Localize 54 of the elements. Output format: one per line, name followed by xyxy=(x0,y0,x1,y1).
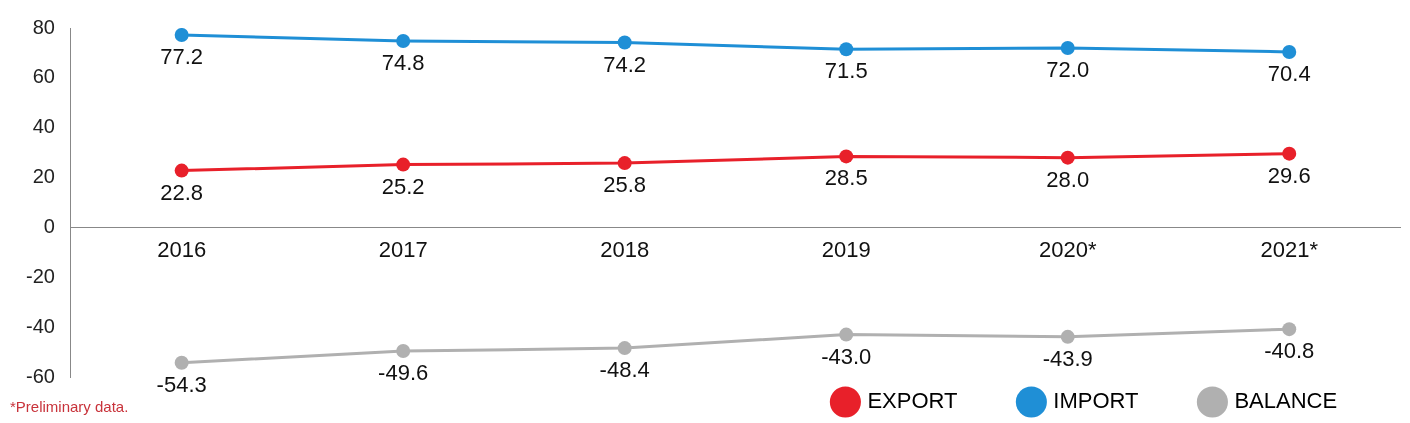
point xyxy=(839,327,854,342)
point xyxy=(174,163,189,178)
point xyxy=(1282,322,1297,337)
data-label: 29.6 xyxy=(1267,162,1311,188)
x-tick-label: 2020* xyxy=(1038,236,1097,262)
x-tick-label: 2019 xyxy=(821,236,871,262)
data-label: 71.5 xyxy=(824,58,868,84)
data-label: -43.0 xyxy=(821,343,872,369)
point xyxy=(174,28,189,42)
x-tick-label: 2016 xyxy=(157,236,207,262)
data-label: -40.8 xyxy=(1264,338,1315,364)
legend-label: IMPORT xyxy=(1053,388,1187,414)
point xyxy=(1282,146,1297,161)
y-tick-label: 60 xyxy=(32,65,55,88)
point xyxy=(396,33,411,48)
point xyxy=(617,341,632,356)
data-label: 28.0 xyxy=(1046,166,1090,192)
x-tick-label: 2021* xyxy=(1260,236,1319,262)
text: *Preliminary data. xyxy=(10,398,129,415)
point xyxy=(617,35,632,50)
y-tick-label: 80 xyxy=(32,15,55,38)
data-label: -43.9 xyxy=(1042,345,1093,371)
point xyxy=(396,344,411,359)
point xyxy=(174,355,189,370)
point xyxy=(839,42,854,57)
data-label: -54.3 xyxy=(156,371,207,397)
data-label: 22.8 xyxy=(160,179,204,205)
data-label: -48.4 xyxy=(599,357,650,383)
data-label: 74.8 xyxy=(381,50,425,76)
y-tick-label: 40 xyxy=(32,115,55,138)
data-label: 70.4 xyxy=(1267,60,1311,86)
point xyxy=(396,157,411,172)
y-tick-label: -40 xyxy=(26,314,55,337)
point xyxy=(1060,329,1075,344)
data-label: 25.2 xyxy=(381,173,425,199)
y-tick-label: -20 xyxy=(26,264,55,287)
data-label: 28.5 xyxy=(824,165,868,191)
point xyxy=(617,156,632,171)
x-tick-label: 2017 xyxy=(378,236,428,262)
data-label: 77.2 xyxy=(160,44,204,70)
legend-label: BALANCE xyxy=(1234,388,1386,414)
data-label: -49.6 xyxy=(378,360,429,386)
y-tick-label: 20 xyxy=(32,165,55,188)
y-tick-label: 0 xyxy=(43,214,55,237)
x-tick-label: 2018 xyxy=(600,236,650,262)
point xyxy=(839,149,854,164)
point xyxy=(1060,150,1075,165)
legend-label: EXPORT xyxy=(867,388,1006,414)
data-label: 72.0 xyxy=(1046,57,1090,83)
data-label: 25.8 xyxy=(603,172,647,198)
point xyxy=(1282,44,1297,59)
data-label: 74.2 xyxy=(603,51,647,77)
point xyxy=(1060,40,1075,55)
y-tick-label: -60 xyxy=(26,364,55,387)
